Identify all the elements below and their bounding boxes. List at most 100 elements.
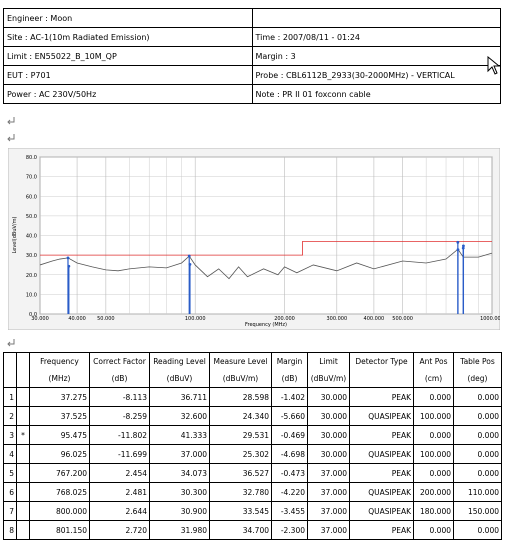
peak-dot (456, 240, 460, 244)
table-row: 4 96.025 -11.699 37.000 25.302 -4.698 30.000 QU… (3, 444, 502, 464)
data-cell: 37.000 (149, 444, 210, 464)
header-cell: (dBuV/m) (307, 370, 350, 388)
x-tick-label: 100.000 (185, 316, 206, 322)
table-row: Engineer : Moon (3, 8, 501, 28)
y-tick-label: 70.0 (26, 175, 37, 181)
table-row: 3 * 95.475 -11.802 41.333 29.531 -0.469 30.000 P… (3, 425, 502, 445)
data-cell: 7 (3, 501, 17, 521)
header-cell: (dB) (271, 370, 308, 388)
data-cell: 31.980 (149, 520, 210, 540)
data-cell (16, 463, 30, 483)
y-tick-label: 40.0 (26, 234, 37, 240)
cursor-icon (487, 56, 501, 75)
data-cell (16, 520, 30, 540)
data-cell: 0.000 (413, 520, 454, 540)
header-cell: (cm) (413, 370, 454, 388)
data-cell: PEAK (349, 425, 414, 445)
table-row: 1 37.275 -8.113 36.711 28.598 -1.402 30.000 PEA… (3, 387, 502, 407)
table-row: Limit : EN55022_B_10M_QP Margin : 3 (3, 46, 501, 66)
data-cell: 180.000 (413, 501, 454, 521)
peak-dot (187, 254, 191, 258)
data-cell: QUASIPEAK (349, 444, 414, 464)
y-tick-label: 60.0 (26, 194, 37, 200)
peak-dot (188, 262, 192, 266)
header-cell (3, 370, 17, 388)
table-row: 6 768.025 2.481 30.300 32.780 -4.220 37.000 QUA… (3, 482, 502, 502)
data-cell: 34.700 (209, 520, 272, 540)
header-cell: Limit (307, 352, 350, 370)
trace-line (39, 248, 493, 280)
table-row: 2 37.525 -8.259 32.600 24.340 -5.660 30.000 QUA… (3, 406, 502, 426)
table-row: (MHz) (dB) (dBuV) (dBuV/m) (dB) (dBuV/m) (cm)(… (3, 370, 502, 388)
x-tick-label: 200.000 (274, 316, 295, 322)
peak-dot (456, 248, 460, 252)
data-cell: 800.000 (29, 501, 90, 521)
header-cell (349, 370, 414, 388)
header-cell (3, 352, 17, 370)
data-cell: 2.720 (89, 520, 150, 540)
data-table: Frequency Correct Factor Reading Level Meas… (3, 352, 502, 540)
header-cell: Frequency (29, 352, 90, 370)
data-cell: -8.113 (89, 387, 150, 407)
data-cell: 37.000 (307, 482, 350, 502)
chart: Level(dBuV/m) Frequency (MHz) 0.0 10.0 20.… (8, 148, 500, 330)
data-cell: QUASIPEAK (349, 501, 414, 521)
info-cell: Limit : EN55022_B_10M_QP (3, 46, 253, 66)
x-tick-label: 300.000 (326, 316, 347, 322)
data-cell: 8 (3, 520, 17, 540)
header-cell: Table Pos (453, 352, 502, 370)
y-tick-label: 50.0 (26, 214, 37, 220)
data-cell: 0.000 (453, 425, 502, 445)
header-cell: (dBuV/m) (209, 370, 272, 388)
data-cell: QUASIPEAK (349, 406, 414, 426)
header-cell: Measure Level (209, 352, 272, 370)
data-cell: 801.150 (29, 520, 90, 540)
data-cell: 25.302 (209, 444, 272, 464)
data-cell: 6 (3, 482, 17, 502)
data-cell: 36.711 (149, 387, 210, 407)
table-row: Frequency Correct Factor Reading Level Meas… (3, 352, 502, 370)
table-row: EUT : P701 Probe : CBL6112B_2933(30-2000M… (3, 65, 501, 85)
data-cell: 0.000 (453, 463, 502, 483)
header-cell: Reading Level (149, 352, 210, 370)
data-cell: 95.475 (29, 425, 90, 445)
x-tick-label: 400.000 (364, 316, 385, 322)
y-tick-label: 20.0 (26, 273, 37, 279)
trace-line (40, 240, 492, 256)
data-cell: 37.275 (29, 387, 90, 407)
data-cell: 2.644 (89, 501, 150, 521)
x-tick-label: 40.000 (68, 316, 86, 322)
header-cell: Margin (271, 352, 308, 370)
data-cell: -3.455 (271, 501, 308, 521)
data-cell: 200.000 (413, 482, 454, 502)
header-cell: (dBuV) (149, 370, 210, 388)
data-cell: 2 (3, 406, 17, 426)
data-cell: 0.000 (453, 520, 502, 540)
data-cell: 0.000 (413, 463, 454, 483)
data-cell (16, 501, 30, 521)
data-cell: 30.000 (307, 425, 350, 445)
paragraph-mark (7, 134, 15, 142)
data-cell: 32.780 (209, 482, 272, 502)
data-cell: 100.000 (413, 444, 454, 464)
data-cell: PEAK (349, 463, 414, 483)
data-cell: * (16, 425, 30, 445)
data-cell: 24.340 (209, 406, 272, 426)
data-cell: -8.259 (89, 406, 150, 426)
peak-dot (66, 256, 70, 260)
data-cell: 30.300 (149, 482, 210, 502)
data-cell: -0.473 (271, 463, 308, 483)
data-cell: 0.000 (453, 406, 502, 426)
data-cell: 37.000 (307, 501, 350, 521)
data-cell: -2.300 (271, 520, 308, 540)
header-cell: Correct Factor (89, 352, 150, 370)
data-cell: 30.000 (307, 406, 350, 426)
data-cell: 0.000 (413, 425, 454, 445)
data-cell: 2.481 (89, 482, 150, 502)
info-cell: EUT : P701 (3, 65, 253, 85)
data-cell (16, 444, 30, 464)
data-cell: 768.025 (29, 482, 90, 502)
data-cell: 0.000 (453, 387, 502, 407)
data-cell: 2.454 (89, 463, 150, 483)
info-cell: Probe : CBL6112B_2933(30-2000MHz) - VERT… (251, 65, 501, 85)
